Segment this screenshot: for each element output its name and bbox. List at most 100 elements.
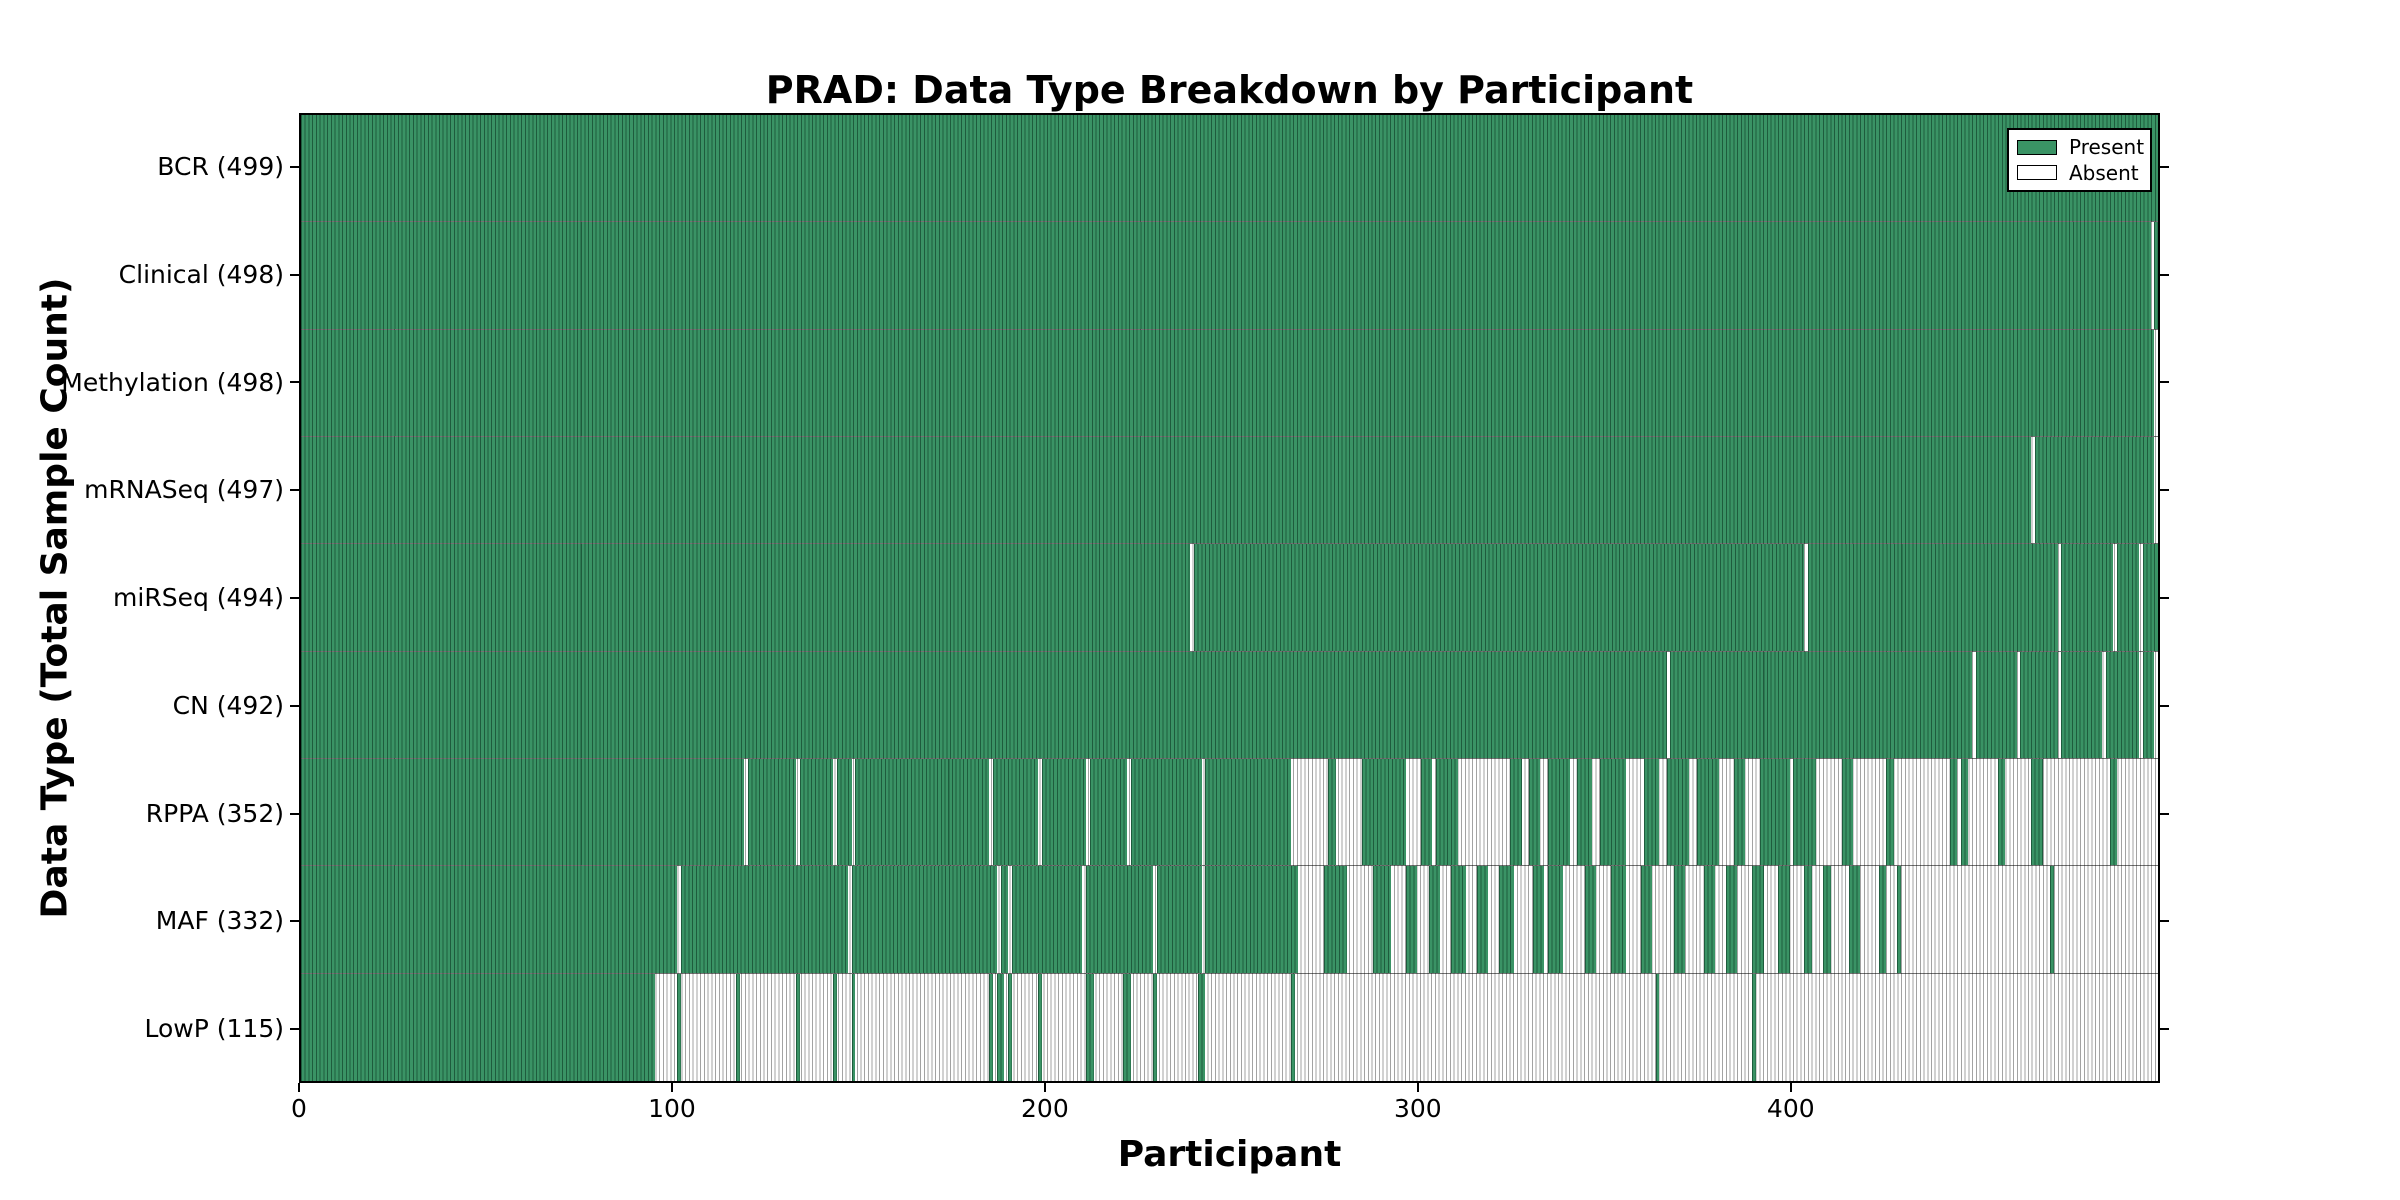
- present-segment: [301, 973, 655, 1081]
- present-segment: [1897, 866, 1902, 973]
- x-tick-label: 100: [648, 1094, 696, 1123]
- present-segment: [301, 222, 2151, 329]
- row-mrnaseq: [301, 436, 2158, 545]
- y-tick-mark-right: [2160, 597, 2169, 599]
- present-segment: [1703, 866, 1716, 973]
- y-tick-label-rppa: RPPA (352): [145, 798, 284, 828]
- present-segment: [1041, 758, 1087, 866]
- present-segment: [1599, 758, 1626, 866]
- row-cn: [301, 651, 2158, 759]
- present-segment: [1328, 758, 1336, 866]
- present-segment: [301, 115, 2158, 222]
- present-segment: [2031, 758, 2043, 866]
- present-segment: [2143, 651, 2155, 758]
- legend-absent-label: Absent: [2069, 160, 2139, 185]
- present-segment: [2117, 544, 2140, 651]
- present-segment: [301, 866, 677, 973]
- present-segment: [1886, 758, 1894, 866]
- y-tick-mark-left: [290, 920, 299, 923]
- present-segment: [1476, 866, 1489, 973]
- present-segment: [1778, 866, 1790, 973]
- y-tick-mark-right: [2160, 381, 2169, 384]
- present-segment: [851, 973, 856, 1081]
- present-segment: [1997, 758, 2006, 866]
- x-tick-labels: 0 100 200 300 400: [291, 1094, 2160, 1128]
- present-segment: [1194, 544, 1805, 651]
- present-segment: [1510, 758, 1522, 866]
- y-tick-mark-left: [290, 381, 299, 384]
- present-segment: [1975, 651, 2017, 758]
- present-segment: [301, 329, 2155, 436]
- present-segment: [2050, 866, 2054, 973]
- present-segment: [2061, 651, 2103, 758]
- present-segment: [1529, 758, 1541, 866]
- legend-present-swatch: [2017, 139, 2057, 155]
- y-tick-mark-right: [2160, 812, 2169, 815]
- x-tick-mark: [1416, 1083, 1419, 1092]
- legend-present-label: Present: [2069, 135, 2145, 160]
- present-segment: [1436, 758, 1459, 866]
- row-clinical: [301, 222, 2158, 330]
- present-segment: [1752, 866, 1764, 973]
- present-segment: [736, 973, 741, 1081]
- present-segment: [1421, 758, 1433, 866]
- present-segment: [799, 758, 834, 866]
- present-segment: [836, 758, 852, 866]
- x-tick-mark: [1043, 1083, 1046, 1092]
- y-tick-mark-left: [290, 597, 299, 599]
- present-segment: [1361, 758, 1407, 866]
- y-tick-label-maf: MAF (332): [155, 906, 284, 936]
- present-segment: [1759, 758, 1790, 866]
- legend-entry-present: Present: [2017, 137, 2146, 157]
- present-segment: [1793, 758, 1816, 866]
- present-segment: [676, 973, 681, 1081]
- y-tick-mark-left: [290, 273, 299, 276]
- present-segment: [1156, 866, 1202, 973]
- present-segment: [2020, 651, 2058, 758]
- present-segment: [1696, 758, 1719, 866]
- present-segment: [1733, 758, 1745, 866]
- present-segment: [680, 866, 849, 973]
- present-segment: [1153, 973, 1157, 1081]
- present-segment: [1011, 866, 1083, 973]
- present-segment: [1823, 866, 1831, 973]
- present-segment: [993, 758, 1038, 866]
- y-tick-labels: BCR (499) Clinical (498) Methylation (498)…: [0, 113, 284, 1083]
- present-segment: [1674, 866, 1686, 973]
- present-segment: [1841, 758, 1853, 866]
- y-tick-mark-right: [2160, 489, 2169, 492]
- present-segment: [1804, 866, 1812, 973]
- present-segment: [855, 758, 990, 866]
- present-segment: [1808, 544, 2058, 651]
- present-segment: [1290, 973, 1295, 1081]
- present-segment: [1949, 758, 1958, 866]
- y-tick-mark-right: [2160, 1028, 2169, 1031]
- present-segment: [1086, 973, 1094, 1081]
- y-tick-mark-right: [2160, 704, 2169, 707]
- x-tick-mark: [1789, 1083, 1792, 1092]
- present-segment: [1577, 758, 1593, 866]
- present-segment: [851, 866, 997, 973]
- legend-entry-absent: Absent: [2017, 163, 2146, 183]
- present-segment: [1849, 866, 1861, 973]
- y-tick-mark-left: [290, 704, 299, 707]
- present-segment: [301, 651, 1667, 758]
- row-lowp: [301, 973, 2158, 1081]
- present-segment: [1000, 866, 1009, 973]
- y-tick-mark-left: [290, 812, 299, 815]
- present-segment: [1547, 866, 1563, 973]
- present-segment: [1123, 973, 1131, 1081]
- y-tick-label-bcr: BCR (499): [157, 152, 284, 181]
- present-segment: [1086, 866, 1154, 973]
- row-bcr: [301, 115, 2158, 223]
- present-segment: [1670, 651, 1972, 758]
- x-axis-label: Participant: [1117, 1134, 1342, 1175]
- y-tick-mark-right: [2160, 920, 2169, 923]
- present-segment: [1428, 866, 1440, 973]
- y-tick-mark-left: [290, 1028, 299, 1031]
- present-segment: [1960, 758, 1969, 866]
- present-segment: [1037, 973, 1042, 1081]
- present-segment: [1372, 866, 1392, 973]
- present-segment: [1205, 758, 1291, 866]
